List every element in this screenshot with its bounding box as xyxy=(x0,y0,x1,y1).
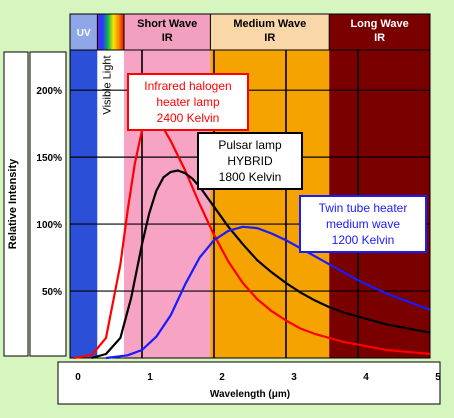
x-axis-box xyxy=(57,361,441,405)
x-tick-label-2: 2 xyxy=(219,372,225,383)
x-tick-label-3: 3 xyxy=(291,372,297,383)
band-0 xyxy=(70,50,98,358)
annotation-box-0 xyxy=(127,73,249,131)
annotation-line-1-2: 1800 Kelvin xyxy=(219,170,282,184)
band-header-2 xyxy=(124,14,211,50)
x-axis-label: Wavelength (μm) xyxy=(210,389,290,400)
band-1 xyxy=(97,50,124,358)
band-subtitle-3: IR xyxy=(264,32,275,44)
y-tick-label-1: 100% xyxy=(36,220,62,231)
band-title-3: Medium Wave xyxy=(233,18,306,30)
annotation-line-0-2: 2400 Kelvin xyxy=(157,111,220,125)
x-tick-label-4: 4 xyxy=(363,372,369,383)
series-line-1 xyxy=(91,169,431,360)
annotation-line-1-1: HYBRID xyxy=(227,154,273,168)
band-subtitle-2: IR xyxy=(162,32,173,44)
band-title-0: UV xyxy=(77,28,91,39)
annotation-box-2 xyxy=(299,195,427,253)
y-axis-label-box xyxy=(3,51,29,357)
annotation-line-1-0: Pulsar lamp xyxy=(218,138,282,152)
band-header-4 xyxy=(329,14,430,50)
annotation-line-0-0: Infrared halogen xyxy=(144,79,231,93)
band-title-2: Short Wave xyxy=(137,18,197,30)
series-line-0 xyxy=(73,115,431,360)
x-tick-label-5: 5 xyxy=(435,372,441,383)
band-title-4: Long Wave xyxy=(350,18,408,30)
y-tick-label-2: 150% xyxy=(36,153,62,164)
y-tick-label-box xyxy=(29,51,67,357)
annotation-box-1 xyxy=(197,132,303,190)
band-header-3 xyxy=(210,14,330,50)
y-axis-label: Relative Intensity xyxy=(7,158,19,249)
series-line-2 xyxy=(105,225,431,360)
x-tick-label-1: 1 xyxy=(147,372,153,383)
plot-frame xyxy=(69,49,431,359)
annotation-line-2-2: 1200 Kelvin xyxy=(332,233,395,247)
band-header-0 xyxy=(70,14,98,50)
y-tick-label-3: 200% xyxy=(36,86,62,97)
band-subtitle-4: IR xyxy=(374,32,385,44)
x-tick-label-0: 0 xyxy=(75,372,81,383)
annotation-line-2-0: Twin tube heater xyxy=(319,201,408,215)
annotation-line-2-1: medium wave xyxy=(326,217,400,231)
annotation-line-0-1: heater lamp xyxy=(156,95,220,109)
band-header-1 xyxy=(97,14,124,50)
y-tick-label-0: 50% xyxy=(42,287,62,298)
band-title-1: Visible Light xyxy=(102,55,114,114)
